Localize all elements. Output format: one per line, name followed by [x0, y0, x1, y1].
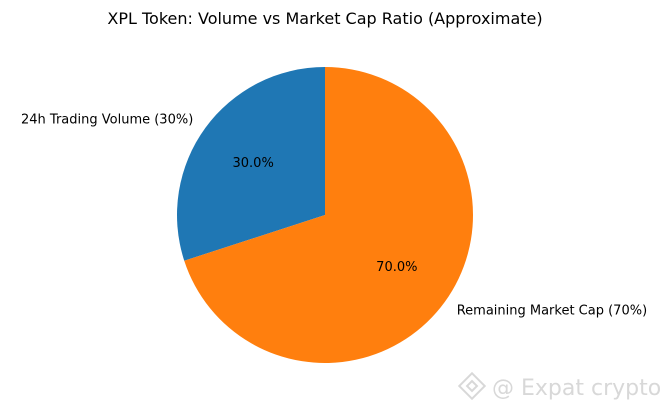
watermark: @ Expat crypto [457, 371, 661, 401]
slice-percent-label: 30.0% [233, 156, 274, 171]
slice-name-label: 24h Trading Volume (30%) [21, 112, 193, 127]
chart-title: XPL Token: Volume vs Market Cap Ratio (A… [107, 9, 542, 28]
pie-labels: 30.0% 24h Trading Volume (30%) 70.0% Remain… [21, 112, 647, 318]
pie-slice-1 [176, 67, 325, 261]
watermark-text: @ Expat crypto [492, 376, 661, 401]
binance-logo-icon [457, 371, 487, 401]
pie-slices [176, 66, 473, 363]
slice-name-label: Remaining Market Cap (70%) [457, 304, 647, 319]
slice-percent-label: 70.0% [376, 260, 417, 275]
pie-slice-2 [184, 66, 473, 363]
